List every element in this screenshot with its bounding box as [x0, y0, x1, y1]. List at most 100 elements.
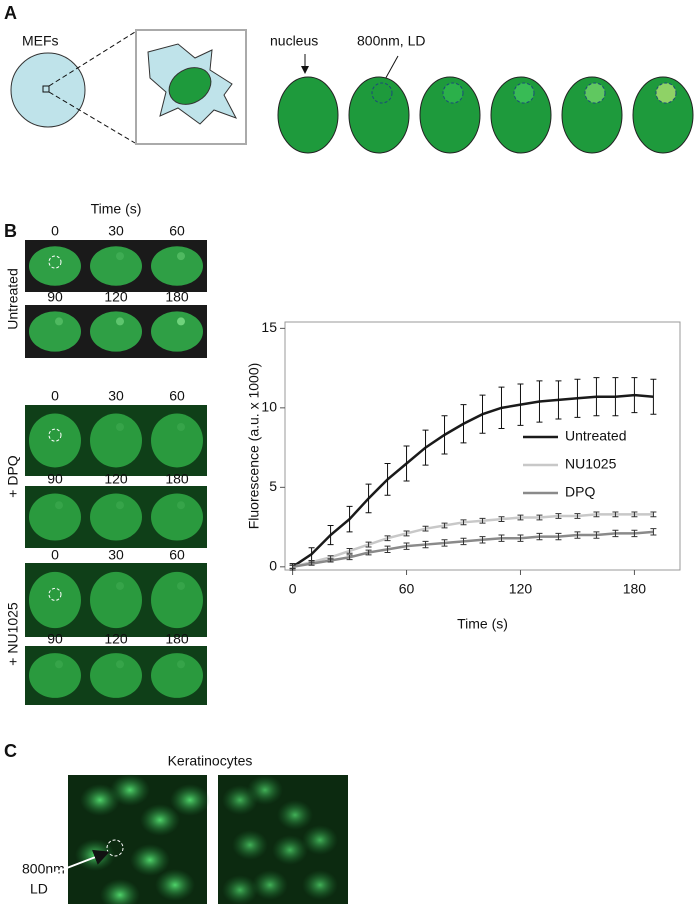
- ld-spot: [177, 252, 185, 261]
- cell-nucleus: [232, 830, 268, 860]
- cell-nucleus: [170, 784, 210, 816]
- cell-nucleus: [277, 800, 313, 830]
- cell-nucleus: [100, 879, 140, 909]
- time-label: 0: [51, 223, 59, 239]
- error-bar: [593, 531, 600, 539]
- error-bar: [555, 532, 562, 541]
- time-label: 90: [47, 289, 63, 305]
- error-bar: [498, 534, 505, 542]
- dish: [10, 52, 86, 128]
- cell-nucleus: [80, 784, 120, 816]
- ld-spot: [513, 82, 535, 104]
- nucleus: [151, 653, 203, 698]
- ld-spot: [584, 82, 606, 104]
- nucleus: [29, 246, 81, 286]
- ld-label: 800nm, LD: [357, 33, 425, 49]
- cell-nucleus: [155, 869, 195, 901]
- ld-spot: [442, 82, 464, 104]
- error-bar: [365, 549, 372, 556]
- cell-nucleus: [302, 825, 338, 855]
- nucleus: [419, 76, 481, 154]
- error-bar: [289, 564, 296, 569]
- error-bar: [536, 514, 543, 521]
- panel-label: A: [4, 3, 17, 23]
- x-tick-label: 0: [289, 581, 297, 597]
- ld-spot: [55, 501, 63, 510]
- error-bar: [308, 561, 315, 566]
- time-label: 30: [108, 223, 124, 239]
- error-bar: [403, 445, 410, 482]
- cell-nucleus: [247, 775, 283, 805]
- ld-ring: [48, 587, 62, 601]
- nucleus: [90, 246, 142, 286]
- time-label: 60: [169, 223, 185, 239]
- error-bar: [441, 415, 448, 455]
- cell-label: MEFs: [22, 33, 59, 49]
- nucleus: [151, 413, 203, 468]
- error-bar: [517, 514, 524, 521]
- error-bar: [631, 377, 638, 414]
- error-bar: [479, 536, 486, 544]
- line: [292, 513, 654, 569]
- panel-label: C: [4, 741, 17, 761]
- nucleus: [29, 653, 81, 698]
- error-bar: [460, 519, 467, 526]
- x-tick-label: 60: [399, 581, 415, 597]
- ld-spot: [177, 581, 185, 590]
- error-bar: [517, 383, 524, 426]
- error-bar: [460, 537, 467, 546]
- ld-spot: [116, 317, 124, 326]
- ld-spot: [116, 501, 124, 510]
- ld-spot: [177, 660, 185, 669]
- error-bar: [631, 511, 638, 518]
- error-bar: [593, 511, 600, 518]
- x-axis-label: Time (s): [457, 616, 508, 632]
- time-label: 180: [165, 631, 189, 647]
- time-label: 30: [108, 388, 124, 404]
- ld-spot: [116, 252, 124, 261]
- nucleus: [490, 76, 552, 154]
- treatment-label: Untreated: [5, 268, 21, 329]
- cell-nucleus: [272, 835, 308, 865]
- time-label: 180: [165, 289, 189, 305]
- nucleus: [29, 311, 81, 352]
- error-bar: [365, 483, 372, 514]
- error-bar: [441, 539, 448, 547]
- error-bar: [650, 511, 657, 518]
- legend-label: DPQ: [565, 484, 595, 500]
- legend-label: NU1025: [565, 456, 617, 472]
- error-bar: [384, 462, 391, 496]
- cell-nucleus: [130, 844, 170, 876]
- error-bar: [422, 540, 429, 549]
- error-bar: [650, 528, 657, 536]
- nucleus: [29, 493, 81, 541]
- nucleus: [151, 311, 203, 352]
- nucleus: [168, 67, 212, 105]
- error-bar: [612, 511, 619, 518]
- treatment-label: + NU1025: [5, 602, 21, 666]
- nucleus: [29, 571, 81, 629]
- time-label: 60: [169, 388, 185, 404]
- ld-spot: [371, 82, 393, 104]
- time-label: 0: [51, 547, 59, 563]
- ld-spot: [116, 660, 124, 669]
- y-tick-label: 5: [269, 478, 277, 494]
- zoom-box: [42, 85, 50, 93]
- error-bar: [327, 558, 334, 563]
- time-label: 120: [104, 471, 128, 487]
- y-tick-label: 0: [269, 558, 277, 574]
- error-bar: [536, 380, 543, 423]
- cell-nucleus: [110, 774, 150, 806]
- error-bar: [574, 531, 581, 539]
- time-label: 0: [51, 388, 59, 404]
- error-bar: [346, 505, 353, 533]
- error-bar: [631, 529, 638, 538]
- ld-ring: [48, 428, 62, 442]
- time-label: 90: [47, 631, 63, 647]
- error-bar: [574, 513, 581, 519]
- error-bar: [498, 516, 505, 523]
- error-bar: [460, 404, 467, 444]
- nucleus: [151, 571, 203, 629]
- line: [291, 393, 654, 568]
- error-bar: [403, 542, 410, 550]
